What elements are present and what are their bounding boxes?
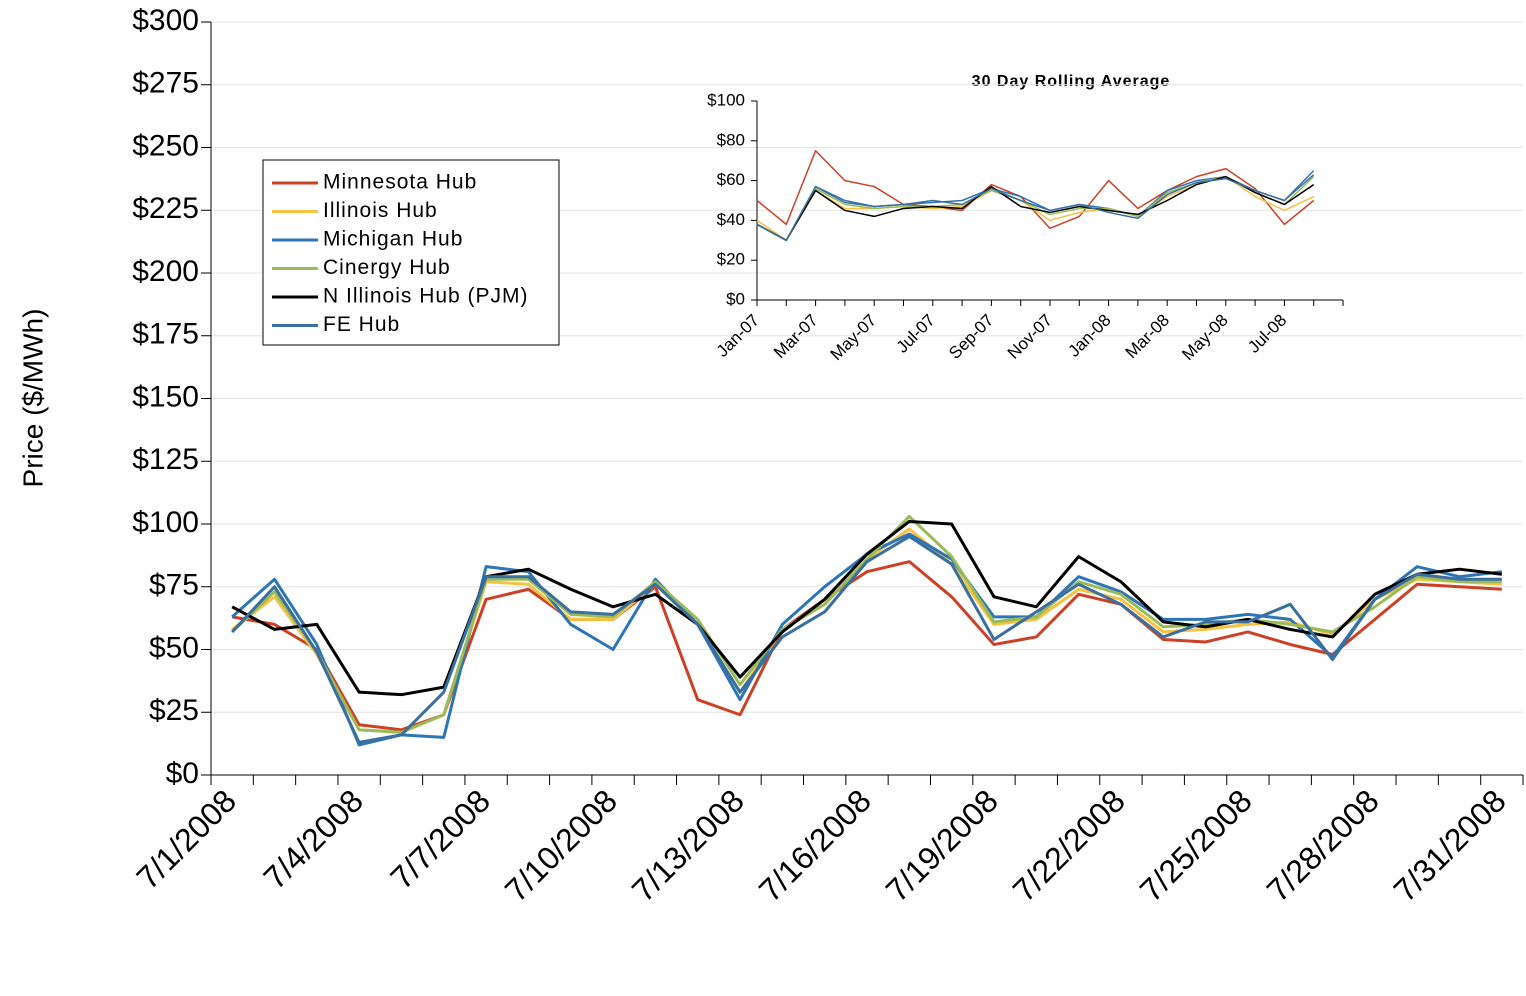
y-tick-label: $275 [132,67,199,100]
y-tick-label: $300 [132,4,199,37]
y-tick-label: $75 [149,569,199,602]
y-tick-label: $150 [132,380,199,413]
y-tick-label: $125 [132,443,199,476]
y-tick-label: $0 [726,289,745,308]
y-tick-label: $80 [717,130,745,149]
y-tick-label: $100 [132,506,199,539]
series-line [756,150,1315,230]
legend-label: Cinergy Hub [323,256,451,279]
legend-label: N Illinois Hub (PJM) [323,285,529,308]
series-line [231,535,1502,744]
series-line [231,519,1503,697]
y-tick-label: $50 [149,631,199,664]
y-tick-label: $100 [707,90,745,109]
y-tick-label: $25 [149,694,199,727]
y-tick-label: $20 [717,250,745,269]
y-axis-label: Price ($/MWh) [17,309,48,488]
series-line [756,174,1315,242]
inset-title: 30 Day Rolling Average [972,73,1171,90]
y-tick-label: $60 [717,170,745,189]
legend-label: Michigan Hub [323,228,463,251]
y-tick-label: $40 [717,210,745,229]
series-line [756,175,1315,242]
legend-label: Illinois Hub [323,199,438,222]
legend-label: Minnesota Hub [323,171,477,194]
series-line [231,514,1502,734]
y-tick-label: $175 [132,318,199,351]
legend-box [262,159,560,346]
y-tick-label: $250 [132,129,199,162]
y-tick-label: $0 [166,757,199,790]
y-tick-label: $225 [132,192,199,225]
y-tick-label: $200 [132,255,199,288]
legend-label: FE Hub [323,313,400,336]
